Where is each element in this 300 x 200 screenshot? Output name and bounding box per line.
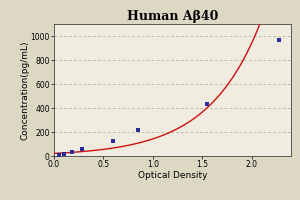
X-axis label: Optical Density: Optical Density bbox=[138, 171, 207, 180]
Point bbox=[79, 148, 84, 151]
Point bbox=[205, 103, 209, 106]
Point bbox=[69, 150, 74, 153]
Point bbox=[61, 152, 66, 155]
Title: Human Aβ40: Human Aβ40 bbox=[127, 10, 218, 23]
Point bbox=[56, 153, 61, 157]
Point bbox=[277, 38, 281, 41]
Point bbox=[111, 139, 116, 143]
Point bbox=[136, 129, 140, 132]
Y-axis label: Concentration(pg/mL): Concentration(pg/mL) bbox=[20, 40, 29, 140]
